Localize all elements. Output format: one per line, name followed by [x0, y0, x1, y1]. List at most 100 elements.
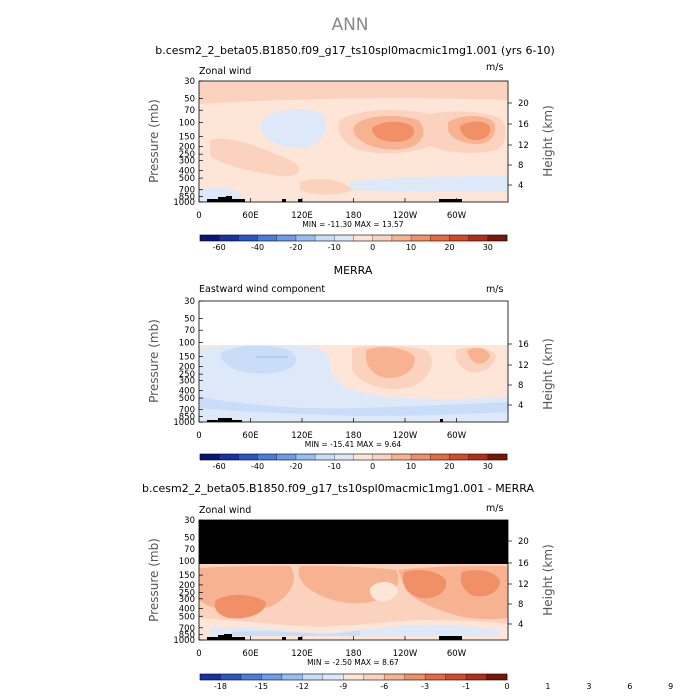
panel-1-pos-core-1 [372, 121, 415, 142]
p1-colorbar-box [411, 235, 431, 241]
panel-2-pos-region-4 [467, 348, 490, 364]
p3-height-tick-label: 12 [518, 580, 529, 590]
p1-colorbar-box [315, 235, 335, 241]
p1-colorbar-label: 10 [406, 243, 416, 252]
p2-pressure-tick-label: 100 [179, 339, 195, 349]
p3-colorbar-label: -15 [255, 682, 268, 691]
p2-lon-tick-label: 0 [196, 431, 201, 441]
p3-colorbar-label: 0 [504, 682, 509, 691]
p3-pressure-tick-label: 70 [184, 545, 195, 555]
panel-1: b.cesm2_2_beta05.B1850.f09_g17_ts10spl0m… [147, 44, 555, 252]
panel-3-left-label: Zonal wind [199, 505, 251, 516]
p1-colorbar-box [391, 235, 412, 241]
p3-colorbar-box [261, 674, 283, 680]
p1-colorbar-box [295, 235, 316, 241]
p2-pressure-tick-label: 400 [179, 386, 195, 396]
p2-colorbar-label: -60 [213, 462, 226, 471]
p1-colorbar-box [487, 235, 508, 241]
panel-3-ylabel: Pressure (mb) [147, 538, 161, 622]
panel-1-plot-area [198, 80, 509, 203]
p1-colorbar-label: 20 [444, 243, 454, 252]
p1-lon-tick-label: 180 [345, 211, 361, 221]
p2-pressure-tick-label: 250 [179, 370, 195, 380]
panel-3-pos-core-1 [402, 570, 447, 599]
p1-height-tick-label: 8 [518, 161, 523, 171]
p3-pressure-tick-label: 300 [179, 595, 195, 605]
p3-pressure-tick-label: 100 [179, 557, 195, 567]
p2-colorbar-label: -20 [289, 462, 302, 471]
panel-3-minmax: MIN = -2.50 MAX = 8.67 [307, 658, 399, 667]
p2-colorbar-box [430, 454, 450, 460]
p1-colorbar-label: -60 [213, 243, 226, 252]
p2-lon-tick-label: 60W [447, 431, 467, 441]
p3-colorbar-box [343, 674, 365, 680]
p2-colorbar-label: 0 [370, 462, 375, 471]
p1-pressure-tick-label: 30 [184, 77, 195, 87]
p3-pressure-tick-label: 250 [179, 589, 195, 599]
p3-pressure-tick-label: 700 [179, 624, 195, 634]
p1-lon-tick-label: 60E [242, 211, 258, 221]
p3-pressure-tick-label: 150 [179, 571, 195, 581]
p1-pressure-tick-label: 100 [179, 119, 195, 129]
p3-colorbar-box [363, 674, 385, 680]
p3-pressure-tick-label: 400 [179, 605, 195, 615]
p2-height-tick-label: 12 [518, 361, 529, 371]
p1-colorbar-box [449, 235, 469, 241]
p3-lon-tick-label: 180 [345, 649, 361, 659]
p2-colorbar-box [257, 454, 278, 460]
p2-colorbar-box [353, 454, 373, 460]
p2-colorbar-label: -40 [251, 462, 264, 471]
panel-1-ylabel: Pressure (mb) [147, 99, 161, 183]
p3-colorbar-box [384, 674, 405, 680]
p1-colorbar-box [257, 235, 278, 241]
p2-colorbar-box [219, 454, 239, 460]
p2-pressure-tick-label: 30 [184, 297, 195, 307]
p1-pressure-tick-label: 300 [179, 156, 195, 166]
panel-3: b.cesm2_2_beta05.B1850.f09_g17_ts10spl0m… [142, 482, 673, 691]
panel-3-pos-core-2 [460, 570, 500, 597]
p1-colorbar-box [219, 235, 239, 241]
p3-pressure-tick-label: 850 [179, 630, 195, 640]
p3-colorbar-label: -3 [421, 682, 429, 691]
p2-height-tick-label: 8 [518, 381, 523, 391]
p1-lon-tick-label: 0 [196, 211, 201, 221]
p1-lon-tick-label: 120W [393, 211, 418, 221]
p1-height-tick-label: 20 [518, 99, 529, 109]
p3-colorbar-box [200, 674, 221, 680]
p2-lon-tick-label: 180 [345, 431, 361, 441]
p3-colorbar-box [240, 674, 262, 680]
p2-pressure-tick-label: 1000 [173, 418, 195, 428]
p1-pressure-tick-label: 700 [179, 186, 195, 196]
p3-height-tick-label: 4 [518, 620, 523, 630]
p1-pressure-tick-label: 500 [179, 174, 195, 184]
p3-colorbar-label: -18 [214, 682, 227, 691]
p1-height-tick-label: 12 [518, 141, 529, 151]
p1-colorbar-label: -20 [289, 243, 302, 252]
p1-colorbar-box [334, 235, 354, 241]
panel-1-neg-region-2 [350, 176, 508, 192]
p3-lon-tick-label: 120E [291, 649, 313, 659]
p3-colorbar-box [281, 674, 303, 680]
panel-2-ylabel: Pressure (mb) [147, 319, 161, 403]
p3-lon-tick-label: 0 [196, 649, 201, 659]
p3-colorbar-label: 6 [627, 682, 632, 691]
p2-colorbar-box [334, 454, 354, 460]
p2-pressure-tick-label: 70 [184, 326, 195, 336]
panel-2-minmax: MIN = -15.41 MAX = 9.64 [305, 440, 402, 449]
panel-3-plot-area [198, 519, 509, 641]
p1-colorbar-box [200, 235, 220, 241]
p1-colorbar-box [276, 235, 297, 241]
panel-3-title: b.cesm2_2_beta05.B1850.f09_g17_ts10spl0m… [142, 482, 534, 495]
panel-2-units: m/s [486, 284, 503, 295]
p1-colorbar-box [353, 235, 373, 241]
panel-2-left-label: Eastward wind component [199, 284, 325, 295]
p1-colorbar-label: 0 [370, 243, 375, 252]
panel-1-pos-region-5 [300, 179, 352, 195]
p3-colorbar-box [220, 674, 242, 680]
panel-3-neg-region-1 [369, 581, 398, 602]
p1-pressure-tick-label: 50 [184, 95, 195, 105]
panel-3-neg-region-4 [232, 630, 360, 636]
p2-colorbar-box [315, 454, 335, 460]
p1-pressure-tick-label: 1000 [173, 198, 195, 208]
p1-colorbar-box [430, 235, 450, 241]
